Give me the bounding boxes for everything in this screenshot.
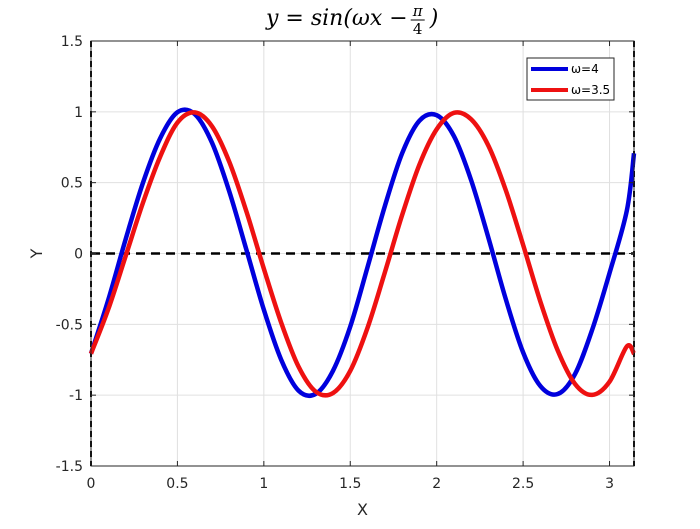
title-suffix: ) xyxy=(429,6,439,31)
y-tick-label: 1.5 xyxy=(61,34,83,50)
series-line-0 xyxy=(88,107,637,399)
x-tick-label: 2.5 xyxy=(512,476,534,492)
title-prefix: y = sin(ωx − xyxy=(265,6,408,31)
y-tick-label: -0.5 xyxy=(56,317,83,333)
legend-label-omega-4: ω=4 xyxy=(571,62,599,76)
y-tick-label: 0.5 xyxy=(61,176,83,192)
x-tick-label: 1.5 xyxy=(339,476,361,492)
series-line-1 xyxy=(88,110,636,398)
x-tick-label: 3 xyxy=(605,476,614,492)
chart-title: y = sin(ωx − π 4 ) xyxy=(265,2,438,38)
title-fraction-denominator: 4 xyxy=(413,20,423,38)
y-tick-label: -1 xyxy=(69,388,83,404)
y-tick-labels: -1.5 -1 -0.5 0 0.5 1 1.5 xyxy=(56,34,83,475)
y-tick-label: 0 xyxy=(74,247,83,263)
x-tick-label: 1 xyxy=(259,476,268,492)
title-fraction-numerator: π xyxy=(412,2,424,20)
y-tick-label: -1.5 xyxy=(56,459,83,475)
x-tick-label: 0 xyxy=(87,476,96,492)
x-tick-labels: 0 0.5 1 1.5 2 2.5 3 xyxy=(87,476,614,492)
x-axis-label: X xyxy=(357,500,368,519)
x-tick-label: 0.5 xyxy=(166,476,188,492)
y-tick-label: 1 xyxy=(74,105,83,121)
legend-label-omega-3-5: ω=3.5 xyxy=(571,83,610,97)
x-tick-label: 2 xyxy=(432,476,441,492)
y-axis-label: Y xyxy=(27,248,46,259)
series-group xyxy=(88,107,637,399)
ticks xyxy=(90,40,634,467)
legend-box xyxy=(526,57,615,101)
legend: ω=4 ω=3.5 xyxy=(526,57,615,101)
